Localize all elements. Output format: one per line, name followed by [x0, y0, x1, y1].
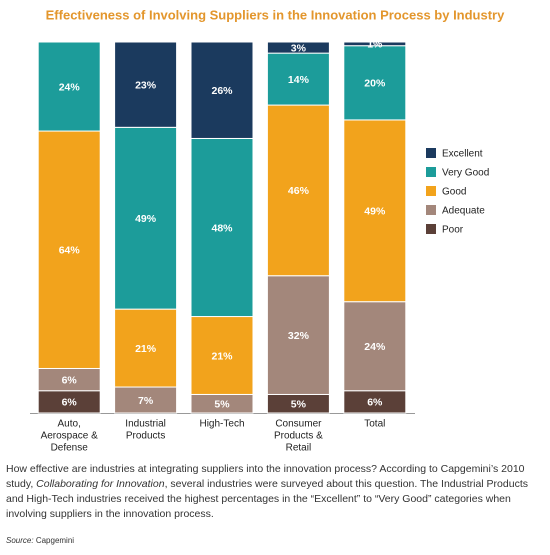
value-label: 1% [367, 39, 383, 51]
bar-segment [114, 308, 178, 388]
bar-segment [114, 386, 178, 414]
chart: Effectiveness of Involving Suppliers in … [30, 7, 505, 454]
value-label: 3% [291, 42, 307, 54]
caption-text: , several industries were surveyed about… [6, 478, 528, 520]
legend-label: Poor [442, 225, 464, 236]
bar-segment [266, 275, 330, 395]
legend-label: Excellent [442, 149, 483, 160]
value-label: 5% [291, 399, 307, 411]
value-label: 20% [364, 78, 386, 90]
value-label: 24% [59, 81, 81, 93]
x-tick-label: High-Tech [199, 419, 244, 430]
bar-segment [37, 130, 101, 369]
caption: How effective are industries at integrat… [6, 462, 536, 522]
value-label: 24% [364, 341, 386, 353]
bar-segment [343, 301, 407, 392]
bar-segment [190, 137, 254, 318]
x-tick-label: Aerospace & [41, 431, 99, 442]
legend-label: Very Good [442, 168, 489, 179]
legend-label: Good [442, 187, 466, 198]
value-label: 21% [211, 350, 233, 362]
value-label: 14% [288, 74, 310, 86]
x-tick-label: Products [126, 431, 165, 442]
bar-segment [37, 41, 101, 132]
caption-text: How effective are industries at integrat… [6, 463, 525, 490]
source: Source: Capgemini [6, 536, 74, 545]
bar-segment [343, 41, 407, 47]
value-label: 5% [214, 399, 230, 411]
legend-swatch [426, 148, 436, 158]
x-tick-label: Products & [274, 431, 323, 442]
value-label: 64% [59, 245, 81, 257]
legend-swatch [426, 167, 436, 177]
value-label: 21% [135, 343, 157, 355]
legend-swatch [426, 186, 436, 196]
caption-italic: Collaborating for Innovation [36, 478, 165, 490]
bar-segment [190, 41, 254, 139]
value-label: 49% [135, 213, 157, 225]
value-label: 32% [288, 330, 310, 342]
value-label: 7% [138, 395, 154, 407]
bar-segment [266, 41, 330, 54]
bar-segment [114, 126, 178, 310]
source-label: Source: [6, 536, 34, 545]
legend-label: Adequate [442, 206, 485, 217]
value-label: 46% [288, 185, 310, 197]
value-label: 6% [367, 397, 383, 409]
legend-swatch [426, 224, 436, 234]
x-tick-label: Auto, [58, 419, 81, 430]
chart-title: Effectiveness of Involving Suppliers in … [46, 7, 505, 22]
source-text: Capgemini [35, 536, 75, 545]
bar-segment [114, 41, 178, 128]
x-tick-label: Retail [286, 443, 312, 454]
x-tick-label: Consumer [275, 419, 322, 430]
bar-segment [343, 119, 407, 303]
bar-segment [266, 52, 330, 106]
value-label: 6% [62, 374, 78, 386]
bar-segment [343, 45, 407, 121]
bar-segment [190, 316, 254, 395]
x-tick-label: Defense [51, 443, 89, 454]
x-tick-label: Industrial [125, 419, 166, 430]
value-label: 49% [364, 206, 386, 218]
value-label: 48% [211, 222, 233, 234]
x-tick-label: Total [364, 419, 385, 430]
value-label: 26% [211, 85, 233, 97]
value-label: 6% [62, 397, 78, 409]
legend-swatch [426, 205, 436, 215]
value-label: 23% [135, 79, 157, 91]
